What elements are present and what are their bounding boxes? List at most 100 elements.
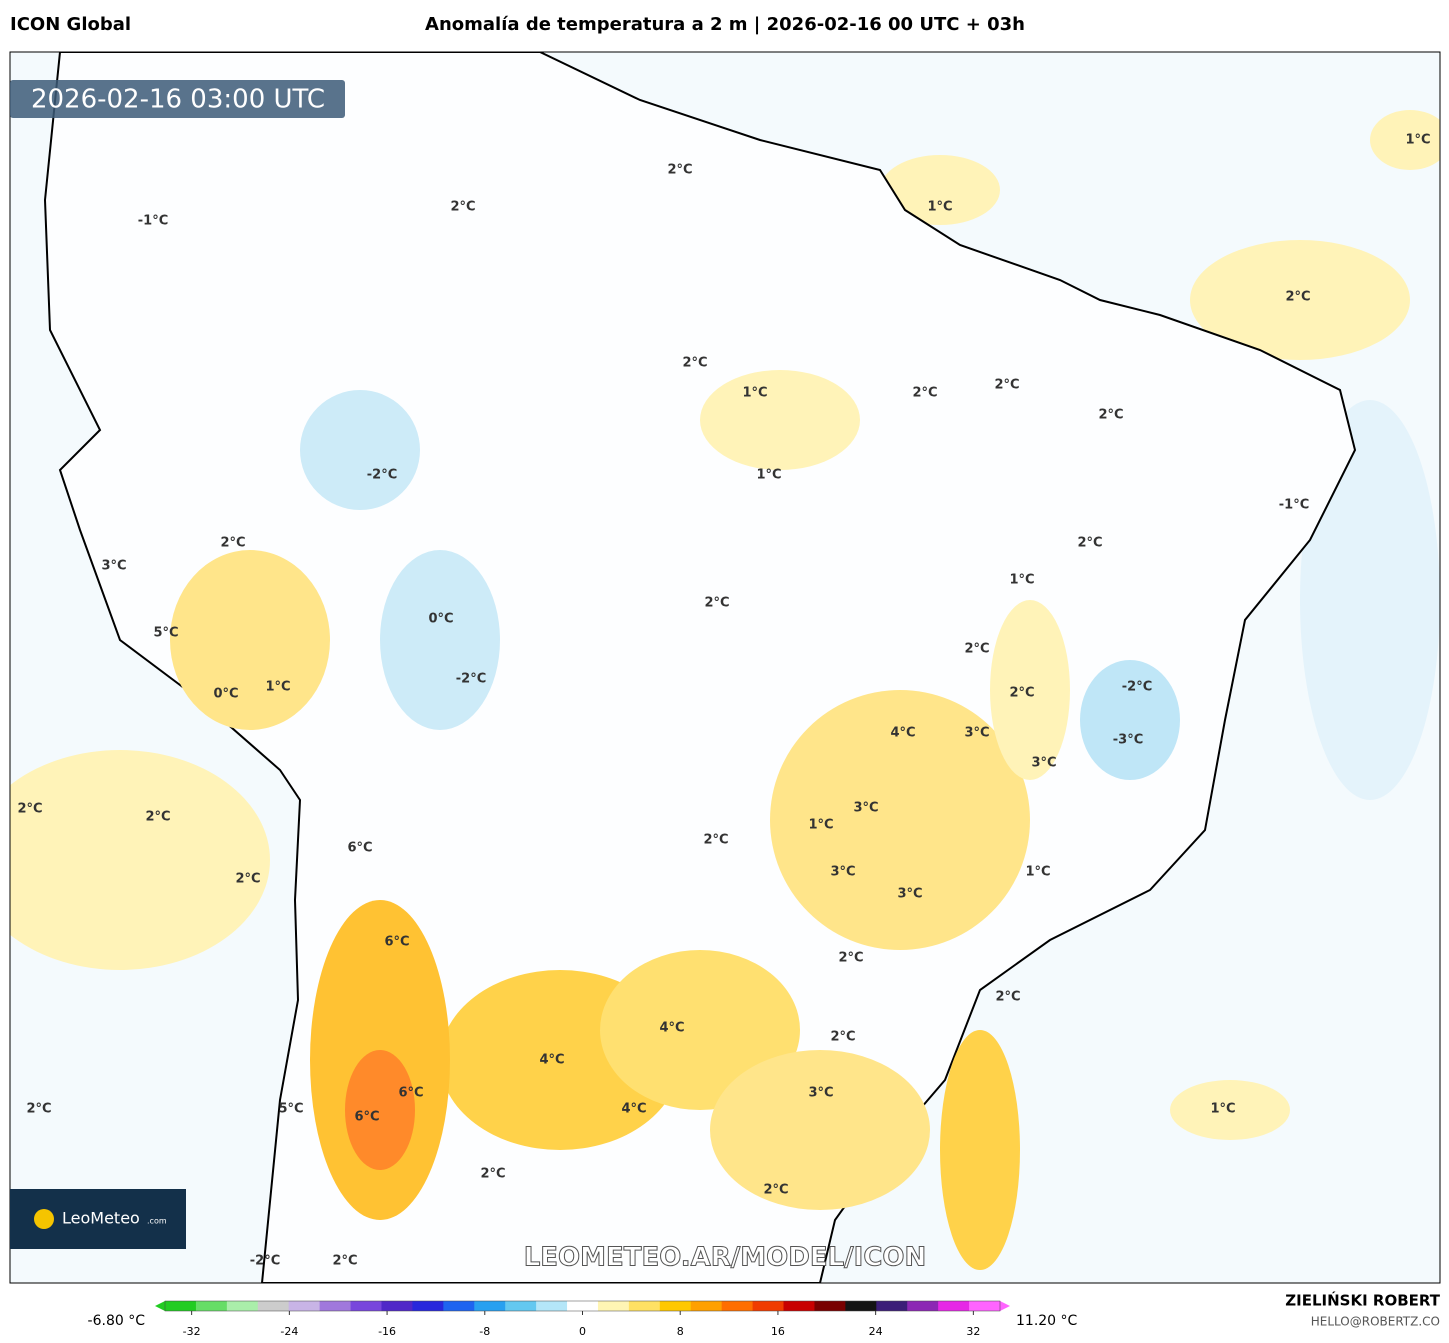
contour-label: 1°C bbox=[1405, 133, 1430, 148]
contour-label: 3°C bbox=[853, 801, 878, 816]
logo-sun bbox=[34, 1209, 54, 1229]
contour-label: -2°C bbox=[250, 1254, 280, 1269]
contour-label: 2°C bbox=[1077, 536, 1102, 551]
contour-label: 1°C bbox=[927, 200, 952, 215]
contour-label: 0°C bbox=[213, 687, 238, 702]
anomaly-area bbox=[300, 390, 420, 510]
contour-label: 1°C bbox=[742, 386, 767, 401]
watermark: LEOMETEO.AR/MODEL/ICON bbox=[524, 1243, 927, 1273]
contour-label: 2°C bbox=[1285, 290, 1310, 305]
email: HELLO@ROBERTZ.CO bbox=[1311, 1315, 1440, 1329]
contour-label: 3°C bbox=[1031, 756, 1056, 771]
map-frame bbox=[9, 51, 1441, 1284]
map: 1°C 1°C 2°C 2°C -1°C 2°C 2°C 1°C 2°C 2°C 2°C -2°C 1°… bbox=[10, 52, 1440, 1283]
anomaly-area bbox=[1080, 660, 1180, 780]
contour-label: 2°C bbox=[964, 642, 989, 657]
anomaly-area bbox=[710, 1050, 930, 1210]
colorbar-min: -6.80 °C bbox=[88, 1313, 146, 1329]
colorbar-tick-label: 24 bbox=[869, 1325, 883, 1338]
colorbar-segment bbox=[876, 1301, 908, 1311]
colorbar-arrow bbox=[155, 1301, 165, 1311]
colorbar-max: 11.20 °C bbox=[1016, 1313, 1078, 1329]
author: ZIELIŃSKI ROBERT bbox=[1285, 1291, 1440, 1310]
colorbar-segment bbox=[814, 1301, 846, 1311]
colorbar-segment bbox=[659, 1301, 692, 1311]
contour-label: 6°C bbox=[398, 1086, 423, 1101]
contour-label: 2°C bbox=[145, 810, 170, 825]
colorbar-tick-label: -8 bbox=[479, 1325, 490, 1338]
contour-label: 2°C bbox=[912, 386, 937, 401]
contour-label: 2°C bbox=[332, 1254, 357, 1269]
colorbar-tick-label: 8 bbox=[677, 1325, 684, 1338]
colorbar-tick-label: -24 bbox=[280, 1325, 298, 1338]
contour-label: 5°C bbox=[278, 1102, 303, 1117]
logo-name: LeoMeteo bbox=[62, 1209, 140, 1228]
contour-label: 2°C bbox=[1009, 686, 1034, 701]
anomaly-area bbox=[1190, 240, 1410, 360]
contour-label: 0°C bbox=[428, 612, 453, 627]
contour-label: -1°C bbox=[1279, 498, 1309, 513]
contour-label: -2°C bbox=[367, 468, 397, 483]
contour-label: 2°C bbox=[480, 1167, 505, 1182]
colorbar-segment bbox=[597, 1301, 630, 1311]
contour-label: -1°C bbox=[138, 214, 168, 229]
colorbar-segment bbox=[257, 1301, 290, 1311]
contour-labels: 1°C 1°C 2°C 2°C -1°C 2°C 2°C 1°C 2°C 2°C 2°C -2°C 1°… bbox=[17, 133, 1430, 1269]
contour-label: 1°C bbox=[1009, 573, 1034, 588]
contour-label: 1°C bbox=[265, 680, 290, 695]
contour-label: 2°C bbox=[220, 536, 245, 551]
colorbar-segment bbox=[412, 1301, 444, 1311]
colorbar-segment bbox=[690, 1301, 723, 1311]
contour-label: 1°C bbox=[756, 468, 781, 483]
anomaly-area bbox=[1300, 400, 1440, 800]
contour-label: 2°C bbox=[830, 1030, 855, 1045]
anomaly-area bbox=[1370, 110, 1440, 170]
contour-label: 2°C bbox=[235, 872, 260, 887]
colorbar-segment bbox=[536, 1301, 568, 1311]
anomaly-area bbox=[380, 550, 500, 730]
contour-label: 2°C bbox=[995, 990, 1020, 1005]
contour-label: 2°C bbox=[667, 163, 692, 178]
contour-label: -2°C bbox=[456, 672, 486, 687]
anomaly-area bbox=[940, 1030, 1020, 1270]
colorbar-segment bbox=[628, 1301, 661, 1311]
contour-label: 2°C bbox=[763, 1183, 788, 1198]
anomaly-area bbox=[1170, 1080, 1290, 1140]
contour-label: 6°C bbox=[384, 935, 409, 950]
colorbar-segment bbox=[195, 1301, 228, 1311]
contour-label: 3°C bbox=[830, 865, 855, 880]
contour-label: 3°C bbox=[808, 1086, 833, 1101]
colorbar-tick-label: 0 bbox=[579, 1325, 586, 1338]
anomaly-area bbox=[170, 550, 330, 730]
colorbar-segment bbox=[505, 1301, 537, 1311]
contour-label: 2°C bbox=[17, 802, 42, 817]
contour-label: 2°C bbox=[994, 378, 1019, 393]
model-name: ICON Global bbox=[10, 14, 131, 35]
contour-label: 4°C bbox=[539, 1053, 564, 1068]
anomaly-area bbox=[990, 600, 1070, 780]
colorbar-tick-label: 16 bbox=[771, 1325, 785, 1338]
colorbar-segment bbox=[567, 1301, 599, 1311]
logo-suffix: .com bbox=[147, 1217, 167, 1226]
contour-label: 2°C bbox=[1098, 408, 1123, 423]
colorbar-segment bbox=[474, 1301, 506, 1311]
contour-label: 2°C bbox=[26, 1102, 51, 1117]
colorbar-segment bbox=[381, 1301, 413, 1311]
contour-label: 4°C bbox=[621, 1102, 646, 1117]
colorbar-segment bbox=[319, 1301, 352, 1311]
colorbar-segment bbox=[783, 1301, 815, 1311]
colorbar-segment bbox=[938, 1301, 970, 1311]
colorbar-segment bbox=[969, 1301, 1001, 1311]
colorbar-segment bbox=[721, 1301, 754, 1311]
contour-label: 1°C bbox=[1025, 865, 1050, 880]
contour-label: 2°C bbox=[682, 356, 707, 371]
colorbar-tick-label: -16 bbox=[378, 1325, 396, 1338]
colorbar-segment bbox=[288, 1301, 321, 1311]
contour-label: 3°C bbox=[101, 559, 126, 574]
colorbar-tick-label: -32 bbox=[183, 1325, 201, 1338]
colorbar-segment bbox=[752, 1301, 785, 1311]
colorbar-segment bbox=[165, 1301, 197, 1311]
